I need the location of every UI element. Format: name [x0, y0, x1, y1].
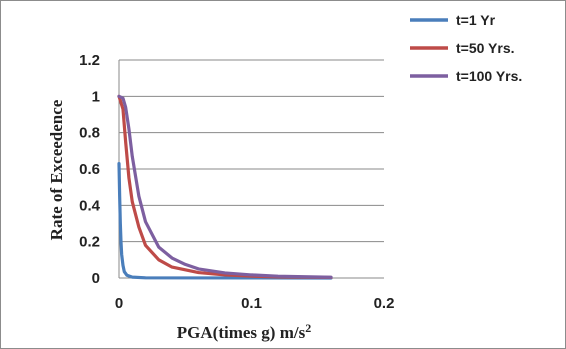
x-axis-label: PGA(times g) m/s2 [177, 321, 311, 342]
legend-label: t=50 Yrs. [456, 40, 515, 56]
x-tick-label: 0 [115, 295, 123, 312]
x-axis-label-superscript: 2 [305, 321, 311, 335]
y-axis-label: Rate of Exceedence [47, 99, 66, 240]
gridlines [119, 59, 384, 243]
y-tick-label: 1 [92, 88, 100, 105]
legend-label: t=1 Yr [456, 12, 496, 28]
series-line-2 [117, 94, 333, 280]
series-line-1 [117, 161, 333, 280]
x-tick-label: 0.1 [241, 295, 262, 312]
series-line-3 [117, 94, 333, 279]
y-tick-label: 0.4 [79, 197, 101, 214]
y-tick-label: 0.6 [79, 161, 100, 178]
y-tick-label: 0 [92, 270, 100, 287]
legend: t=1 Yr t=50 Yrs. t=100 Yrs. [410, 12, 522, 84]
y-tick-label: 0.8 [79, 125, 100, 142]
y-tick-label: 1.2 [79, 52, 100, 69]
y-tick-labels: 0 0.2 0.4 0.6 0.8 1 1.2 [79, 52, 101, 287]
series-lines [117, 94, 333, 280]
x-tick-label: 0.2 [374, 295, 395, 312]
legend-label: t=100 Yrs. [456, 68, 522, 84]
x-axis-label-text: PGA(times g) m/s [177, 323, 306, 342]
y-tick-label: 0.2 [79, 234, 100, 251]
x-tick-labels: 0 0.1 0.2 [115, 295, 395, 312]
